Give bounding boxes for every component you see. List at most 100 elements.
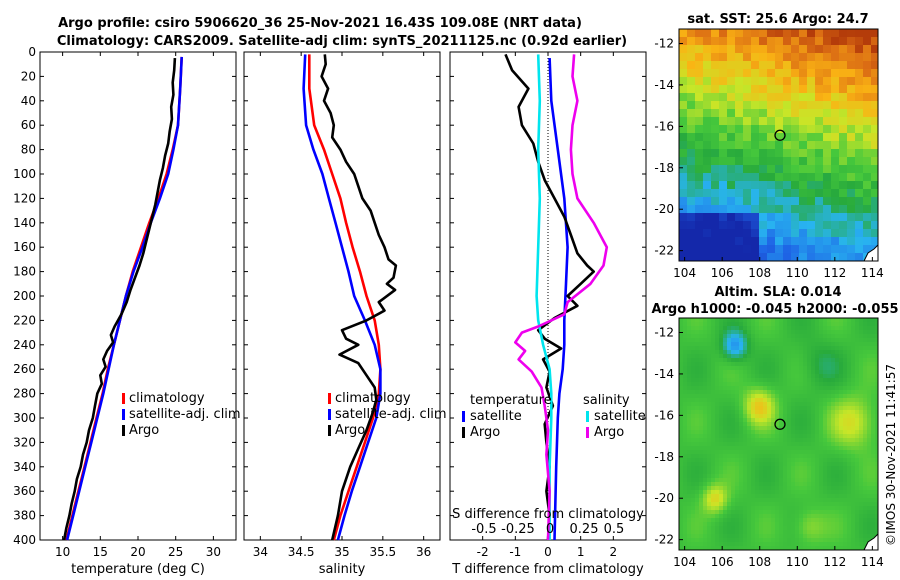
map-cell xyxy=(815,53,824,62)
map-cell xyxy=(827,538,832,543)
map-cell xyxy=(851,534,856,539)
map-cell xyxy=(823,350,828,355)
map-cell xyxy=(871,53,879,62)
map-cell xyxy=(707,542,712,547)
map-cell xyxy=(735,470,740,475)
map-cell xyxy=(855,422,860,427)
map-cell xyxy=(807,546,812,551)
map-cell xyxy=(679,165,688,174)
map-cell xyxy=(727,378,732,383)
map-cell xyxy=(751,438,756,443)
map-cell xyxy=(735,538,740,543)
map-cell xyxy=(807,518,812,523)
map-cell xyxy=(775,125,784,134)
map-cell xyxy=(843,330,848,335)
map-cell xyxy=(735,466,740,471)
map-cell xyxy=(731,454,736,459)
map-cell xyxy=(707,530,712,535)
map-cell xyxy=(863,318,868,323)
map-cell xyxy=(843,438,848,443)
map-cell xyxy=(871,378,876,383)
map-cell xyxy=(767,350,772,355)
map-cell xyxy=(875,530,879,535)
map-cell xyxy=(815,426,820,431)
map-cell xyxy=(811,482,816,487)
map-cell xyxy=(835,374,840,379)
map-cell xyxy=(683,390,688,395)
map-cell xyxy=(687,346,692,351)
legend-label: Argo xyxy=(594,425,624,440)
map-cell xyxy=(803,346,808,351)
map-cell xyxy=(795,374,800,379)
map-cell xyxy=(799,502,804,507)
map-cell xyxy=(807,29,816,38)
map-cell xyxy=(859,466,864,471)
map-cell xyxy=(763,466,768,471)
map-cell xyxy=(871,518,876,523)
ytick-label: 160 xyxy=(13,240,36,254)
map-cell xyxy=(767,189,776,198)
map-cell xyxy=(739,518,744,523)
map-cell xyxy=(799,61,808,70)
map-cell xyxy=(787,366,792,371)
map-cell xyxy=(871,101,879,110)
map-cell xyxy=(779,474,784,479)
map-cell xyxy=(731,506,736,511)
map-cell xyxy=(807,530,812,535)
map-cell xyxy=(743,342,748,347)
map-cell xyxy=(839,93,848,102)
map-cell xyxy=(711,366,716,371)
map-cell xyxy=(751,362,756,367)
map-cell xyxy=(847,462,852,467)
map-cell xyxy=(691,326,696,331)
map-cell xyxy=(715,406,720,411)
map-cell xyxy=(871,402,876,407)
map-cell xyxy=(831,390,836,395)
map-cell xyxy=(715,534,720,539)
map-cell xyxy=(759,510,764,515)
map-cell xyxy=(743,85,752,94)
map-cell xyxy=(707,322,712,327)
map-cell xyxy=(807,522,812,527)
map-cell xyxy=(711,85,720,94)
map-cell xyxy=(839,221,848,230)
map-cell xyxy=(763,374,768,379)
map-cell xyxy=(767,434,772,439)
map-cell xyxy=(791,466,796,471)
map-cell xyxy=(811,454,816,459)
map-cell xyxy=(839,414,844,419)
map-cell xyxy=(763,434,768,439)
map-cell xyxy=(775,197,784,206)
map-cell xyxy=(747,426,752,431)
map-cell xyxy=(875,462,879,467)
map-cell xyxy=(779,470,784,475)
map-cell xyxy=(871,77,879,86)
map-cell xyxy=(735,165,744,174)
map-cell xyxy=(835,518,840,523)
map-cell xyxy=(807,366,812,371)
map-cell xyxy=(767,149,776,158)
map-cell xyxy=(679,350,684,355)
sla_map-frame xyxy=(678,317,879,551)
map-cell xyxy=(767,458,772,463)
map-cell xyxy=(823,478,828,483)
map-cell xyxy=(707,470,712,475)
map-cell xyxy=(803,490,808,495)
map-cell xyxy=(787,454,792,459)
map-cell xyxy=(803,358,808,363)
map-cell xyxy=(787,418,792,423)
map-cell xyxy=(803,382,808,387)
map-cell xyxy=(727,406,732,411)
map-cell xyxy=(751,446,756,451)
map-cell xyxy=(835,506,840,511)
map-cell xyxy=(823,406,828,411)
map-cell xyxy=(763,514,768,519)
map-cell xyxy=(739,322,744,327)
map-cell xyxy=(775,526,780,531)
map-cell xyxy=(731,518,736,523)
map-cell xyxy=(775,141,784,150)
map-cell xyxy=(759,390,764,395)
map-cell xyxy=(779,478,784,483)
map-cell xyxy=(739,370,744,375)
map-cell xyxy=(763,318,768,323)
